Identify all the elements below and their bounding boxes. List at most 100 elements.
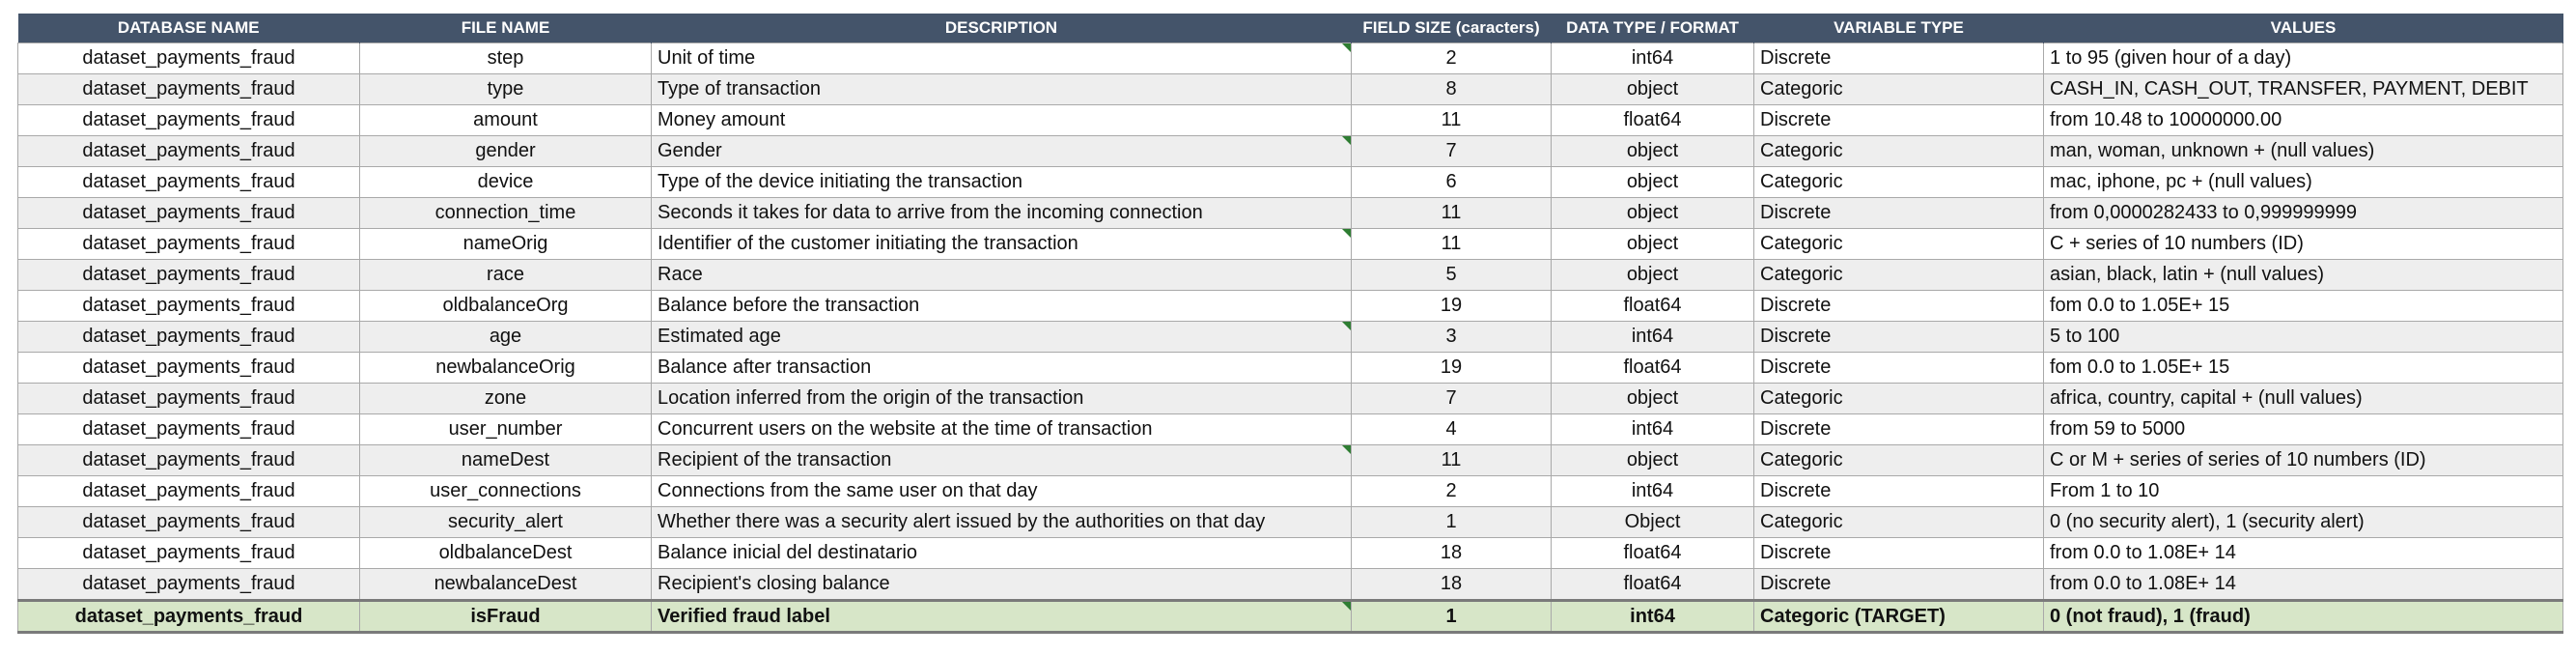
cell-data-type[interactable]: object xyxy=(1551,197,1754,229)
cell-values[interactable]: fom 0.0 to 1.05E+ 15 xyxy=(2043,290,2563,322)
cell-values[interactable]: C or M + series of series of 10 numbers … xyxy=(2043,444,2563,476)
cell-description[interactable]: Concurrent users on the website at the t… xyxy=(651,413,1352,445)
cell-database-name[interactable]: dataset_payments_fraud xyxy=(17,290,360,322)
cell-field-size[interactable]: 6 xyxy=(1351,166,1552,198)
cell-description[interactable]: Seconds it takes for data to arrive from… xyxy=(651,197,1352,229)
cell-field-size[interactable]: 18 xyxy=(1351,537,1552,569)
cell-database-name[interactable]: dataset_payments_fraud xyxy=(17,43,360,74)
cell-values[interactable]: fom 0.0 to 1.05E+ 15 xyxy=(2043,352,2563,384)
cell-file-name[interactable]: connection_time xyxy=(359,197,652,229)
cell-data-type[interactable]: float64 xyxy=(1551,352,1754,384)
comment-indicator-icon[interactable] xyxy=(1342,136,1351,145)
cell-file-name[interactable]: nameDest xyxy=(359,444,652,476)
cell-data-type[interactable]: int64 xyxy=(1551,599,1754,634)
cell-variable-type[interactable]: Categoric xyxy=(1753,135,2044,167)
cell-variable-type[interactable]: Discrete xyxy=(1753,104,2044,136)
cell-description[interactable]: Verified fraud label xyxy=(651,599,1352,634)
cell-database-name[interactable]: dataset_payments_fraud xyxy=(17,568,360,601)
cell-database-name[interactable]: dataset_payments_fraud xyxy=(17,413,360,445)
cell-description[interactable]: Connections from the same user on that d… xyxy=(651,475,1352,507)
cell-data-type[interactable]: object xyxy=(1551,228,1754,260)
cell-field-size[interactable]: 1 xyxy=(1351,599,1552,634)
cell-values[interactable]: from 0,0000282433 to 0,999999999 xyxy=(2043,197,2563,229)
cell-file-name[interactable]: race xyxy=(359,259,652,291)
cell-file-name[interactable]: gender xyxy=(359,135,652,167)
cell-data-type[interactable]: Object xyxy=(1551,506,1754,538)
cell-file-name[interactable]: user_number xyxy=(359,413,652,445)
cell-variable-type[interactable]: Discrete xyxy=(1753,413,2044,445)
column-header-values[interactable]: VALUES xyxy=(2043,14,2563,43)
cell-field-size[interactable]: 3 xyxy=(1351,321,1552,353)
cell-database-name[interactable]: dataset_payments_fraud xyxy=(17,321,360,353)
cell-database-name[interactable]: dataset_payments_fraud xyxy=(17,197,360,229)
cell-field-size[interactable]: 2 xyxy=(1351,43,1552,74)
cell-database-name[interactable]: dataset_payments_fraud xyxy=(17,352,360,384)
cell-variable-type[interactable]: Discrete xyxy=(1753,537,2044,569)
cell-description[interactable]: Balance before the transaction xyxy=(651,290,1352,322)
cell-data-type[interactable]: float64 xyxy=(1551,104,1754,136)
cell-field-size[interactable]: 4 xyxy=(1351,413,1552,445)
cell-values[interactable]: 5 to 100 xyxy=(2043,321,2563,353)
cell-data-type[interactable]: int64 xyxy=(1551,321,1754,353)
cell-description[interactable]: Recipient's closing balance xyxy=(651,568,1352,601)
cell-variable-type[interactable]: Discrete xyxy=(1753,197,2044,229)
cell-file-name[interactable]: amount xyxy=(359,104,652,136)
cell-file-name[interactable]: device xyxy=(359,166,652,198)
cell-variable-type[interactable]: Categoric (TARGET) xyxy=(1753,599,2044,634)
cell-values[interactable]: From 1 to 10 xyxy=(2043,475,2563,507)
cell-database-name[interactable]: dataset_payments_fraud xyxy=(17,166,360,198)
cell-description[interactable]: Race xyxy=(651,259,1352,291)
cell-values[interactable]: 0 (not fraud), 1 (fraud) xyxy=(2043,599,2563,634)
cell-file-name[interactable]: isFraud xyxy=(359,599,652,634)
cell-database-name[interactable]: dataset_payments_fraud xyxy=(17,537,360,569)
cell-values[interactable]: mac, iphone, pc + (null values) xyxy=(2043,166,2563,198)
column-header-file-name[interactable]: FILE NAME xyxy=(359,14,652,43)
cell-variable-type[interactable]: Discrete xyxy=(1753,475,2044,507)
cell-field-size[interactable]: 11 xyxy=(1351,228,1552,260)
cell-data-type[interactable]: float64 xyxy=(1551,568,1754,601)
cell-variable-type[interactable]: Categoric xyxy=(1753,506,2044,538)
cell-data-type[interactable]: object xyxy=(1551,444,1754,476)
cell-file-name[interactable]: zone xyxy=(359,383,652,414)
cell-variable-type[interactable]: Discrete xyxy=(1753,352,2044,384)
column-header-field-size[interactable]: FIELD SIZE (caracters) xyxy=(1351,14,1552,43)
cell-file-name[interactable]: step xyxy=(359,43,652,74)
cell-variable-type[interactable]: Discrete xyxy=(1753,290,2044,322)
cell-data-type[interactable]: object xyxy=(1551,166,1754,198)
cell-values[interactable]: asian, black, latin + (null values) xyxy=(2043,259,2563,291)
cell-values[interactable]: from 59 to 5000 xyxy=(2043,413,2563,445)
cell-values[interactable]: C + series of 10 numbers (ID) xyxy=(2043,228,2563,260)
cell-data-type[interactable]: object xyxy=(1551,135,1754,167)
cell-database-name[interactable]: dataset_payments_fraud xyxy=(17,135,360,167)
cell-field-size[interactable]: 2 xyxy=(1351,475,1552,507)
cell-field-size[interactable]: 5 xyxy=(1351,259,1552,291)
cell-variable-type[interactable]: Discrete xyxy=(1753,321,2044,353)
comment-indicator-icon[interactable] xyxy=(1342,322,1351,330)
cell-field-size[interactable]: 7 xyxy=(1351,383,1552,414)
cell-database-name[interactable]: dataset_payments_fraud xyxy=(17,259,360,291)
cell-values[interactable]: man, woman, unknown + (null values) xyxy=(2043,135,2563,167)
cell-field-size[interactable]: 19 xyxy=(1351,290,1552,322)
cell-description[interactable]: Unit of time xyxy=(651,43,1352,74)
cell-field-size[interactable]: 1 xyxy=(1351,506,1552,538)
cell-file-name[interactable]: newbalanceDest xyxy=(359,568,652,601)
cell-field-size[interactable]: 11 xyxy=(1351,197,1552,229)
cell-variable-type[interactable]: Discrete xyxy=(1753,568,2044,601)
cell-variable-type[interactable]: Categoric xyxy=(1753,444,2044,476)
cell-variable-type[interactable]: Categoric xyxy=(1753,259,2044,291)
cell-description[interactable]: Gender xyxy=(651,135,1352,167)
cell-data-type[interactable]: float64 xyxy=(1551,537,1754,569)
cell-field-size[interactable]: 18 xyxy=(1351,568,1552,601)
cell-file-name[interactable]: oldbalanceDest xyxy=(359,537,652,569)
cell-file-name[interactable]: user_connections xyxy=(359,475,652,507)
cell-variable-type[interactable]: Discrete xyxy=(1753,43,2044,74)
comment-indicator-icon[interactable] xyxy=(1342,43,1351,52)
cell-values[interactable]: CASH_IN, CASH_OUT, TRANSFER, PAYMENT, DE… xyxy=(2043,73,2563,105)
column-header-description[interactable]: DESCRIPTION xyxy=(651,14,1352,43)
cell-database-name[interactable]: dataset_payments_fraud xyxy=(17,73,360,105)
cell-values[interactable]: from 0.0 to 1.08E+ 14 xyxy=(2043,537,2563,569)
cell-data-type[interactable]: object xyxy=(1551,259,1754,291)
cell-values[interactable]: 0 (no security alert), 1 (security alert… xyxy=(2043,506,2563,538)
cell-data-type[interactable]: float64 xyxy=(1551,290,1754,322)
cell-description[interactable]: Type of the device initiating the transa… xyxy=(651,166,1352,198)
